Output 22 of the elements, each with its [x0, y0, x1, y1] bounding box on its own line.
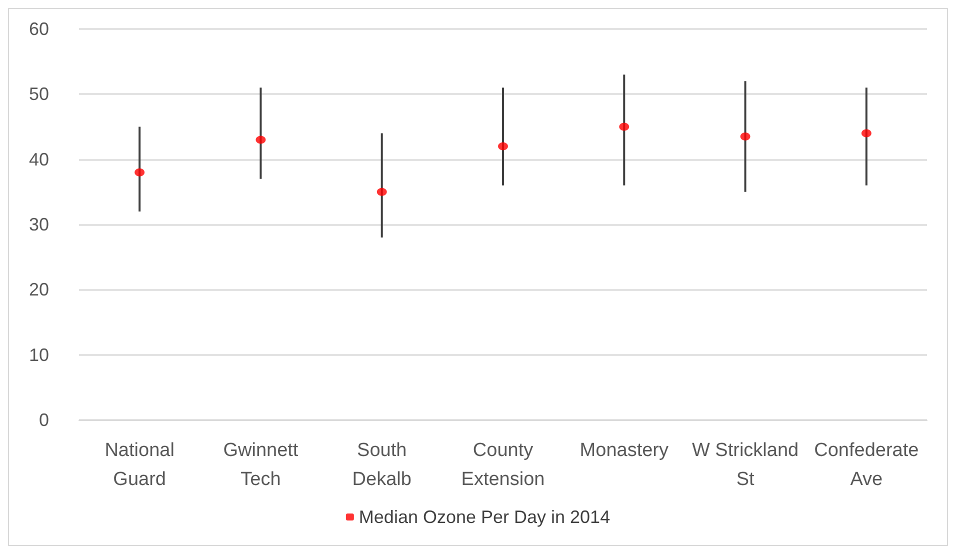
y-tick-label: 30: [28, 214, 49, 234]
point: [498, 142, 508, 150]
y-tick-label: 40: [28, 149, 49, 170]
x-tick-label: South Dekalb: [352, 440, 412, 490]
y-tick-label: 20: [28, 280, 49, 300]
point: [376, 188, 387, 196]
y-tick-label: 0: [38, 410, 49, 430]
x-tick-label: W Strickland St: [692, 440, 799, 490]
y-tick-label: 50: [28, 84, 49, 104]
x-tick-label: Monastery: [580, 440, 669, 461]
point: [740, 132, 750, 141]
x-tick-label: County Extension: [461, 440, 545, 490]
legend-label: Median Ozone Per Day in 2014: [358, 507, 610, 527]
x-tick-label: Gwinnett Tech: [223, 440, 299, 490]
x-tick-label: National Guard: [104, 440, 174, 490]
y-tick-label: 60: [28, 19, 49, 39]
point: [861, 129, 872, 138]
point: [256, 136, 266, 144]
y-tick-label: 10: [28, 344, 49, 365]
point: [134, 168, 145, 176]
point: [619, 122, 630, 131]
x-tick-label: Confederate Ave: [814, 440, 919, 490]
